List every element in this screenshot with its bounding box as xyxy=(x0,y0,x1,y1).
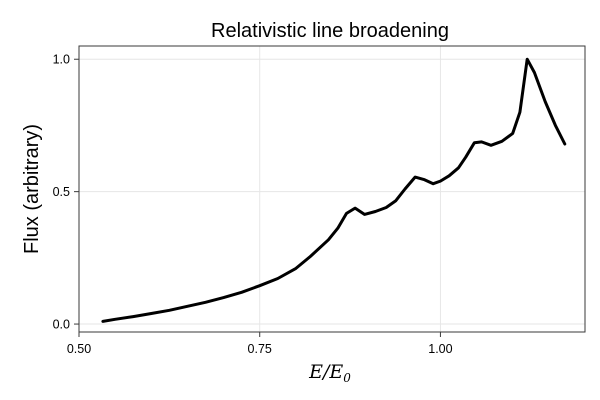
x-axis-label-main: E/E xyxy=(308,361,343,383)
x-axis-label-subscript: 0 xyxy=(343,371,351,385)
y-axis-label: Flux (arbitrary) xyxy=(21,124,43,254)
y-tick-label: 0.0 xyxy=(53,318,70,332)
series-line xyxy=(101,57,567,323)
plot-frame xyxy=(78,45,586,333)
x-axis-label: E/E0 xyxy=(308,361,351,385)
axis-ticks: 0.50 0.75 1.00 0.0 0.5 1.0 xyxy=(53,53,453,356)
y-tick-label: 0.5 xyxy=(53,185,70,199)
x-tick-label: 0.50 xyxy=(67,342,91,356)
chart-title: Relativistic line broadening xyxy=(211,20,449,42)
grid xyxy=(78,46,585,332)
y-tick-label: 1.0 xyxy=(53,53,70,67)
x-tick-label: 0.75 xyxy=(248,342,272,356)
x-tick-label: 1.00 xyxy=(428,342,452,356)
